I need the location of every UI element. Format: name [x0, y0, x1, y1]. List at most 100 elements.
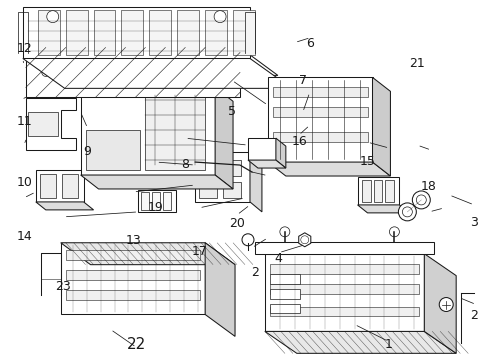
Bar [254, 242, 433, 254]
Text: 9: 9 [83, 145, 91, 158]
Bar [269, 303, 299, 314]
Text: 23: 23 [55, 280, 71, 293]
Bar [195, 152, 249, 202]
Bar [199, 160, 217, 176]
Circle shape [242, 234, 253, 246]
Bar [233, 10, 254, 55]
Bar [267, 77, 372, 162]
Bar [65, 270, 200, 280]
Text: 15: 15 [359, 155, 374, 168]
Bar [361, 180, 370, 202]
Text: 11: 11 [17, 116, 32, 129]
Bar [23, 7, 249, 58]
Polygon shape [205, 243, 235, 336]
Bar [152, 192, 160, 210]
Text: 1: 1 [384, 338, 391, 351]
Bar [269, 274, 299, 284]
Text: 16: 16 [290, 135, 306, 148]
Bar [38, 10, 60, 55]
Polygon shape [372, 77, 389, 176]
Polygon shape [26, 48, 277, 75]
Bar [177, 10, 199, 55]
Bar [61, 174, 78, 198]
Polygon shape [26, 98, 76, 150]
Circle shape [300, 236, 308, 244]
Circle shape [279, 227, 289, 237]
Bar [269, 306, 419, 316]
Text: 18: 18 [420, 180, 436, 193]
Bar [61, 243, 205, 315]
Circle shape [438, 298, 452, 311]
Circle shape [415, 195, 426, 205]
Polygon shape [249, 152, 262, 212]
Bar [65, 289, 200, 300]
Bar [264, 254, 424, 332]
Polygon shape [23, 58, 291, 88]
Circle shape [398, 203, 415, 221]
Bar [121, 10, 143, 55]
Text: 14: 14 [17, 230, 32, 243]
Bar [269, 264, 419, 274]
Bar [373, 180, 382, 202]
Text: 4: 4 [274, 252, 282, 265]
Text: 2: 2 [251, 266, 259, 279]
Bar [65, 250, 200, 260]
Text: 12: 12 [17, 41, 32, 54]
Bar [272, 132, 367, 142]
Text: 17: 17 [191, 244, 207, 257]
Bar [149, 10, 171, 55]
Bar [26, 48, 240, 97]
Text: 21: 21 [409, 57, 425, 70]
Bar [269, 284, 419, 293]
Circle shape [216, 68, 224, 76]
Text: 10: 10 [17, 176, 32, 189]
Polygon shape [61, 243, 235, 265]
Circle shape [128, 68, 136, 76]
Bar [223, 182, 241, 198]
Circle shape [214, 11, 225, 23]
Bar [93, 10, 115, 55]
Polygon shape [81, 175, 233, 189]
Bar [357, 177, 399, 205]
Bar [199, 182, 217, 198]
Bar [85, 130, 140, 170]
Bar [65, 10, 87, 55]
Bar [247, 138, 275, 160]
Text: 20: 20 [229, 217, 244, 230]
Polygon shape [264, 332, 455, 353]
Bar [272, 87, 367, 97]
Text: 22: 22 [126, 337, 146, 352]
Text: 2: 2 [469, 309, 477, 322]
Bar [141, 192, 149, 210]
Text: 13: 13 [125, 234, 141, 247]
Bar [81, 87, 215, 175]
Bar [145, 92, 205, 170]
Text: 3: 3 [469, 216, 477, 229]
Polygon shape [424, 254, 455, 353]
Bar [272, 107, 367, 117]
Bar [28, 112, 58, 136]
Bar [205, 10, 226, 55]
Bar [385, 180, 394, 202]
Polygon shape [357, 205, 408, 213]
Text: 6: 6 [305, 36, 314, 50]
Text: 7: 7 [298, 74, 306, 87]
Polygon shape [215, 87, 233, 189]
Polygon shape [275, 138, 285, 168]
Bar [223, 160, 241, 176]
Polygon shape [36, 202, 93, 210]
Polygon shape [247, 160, 285, 168]
Bar [163, 192, 171, 210]
Circle shape [402, 207, 411, 217]
Text: 8: 8 [181, 158, 189, 171]
Circle shape [41, 68, 50, 76]
Circle shape [411, 191, 429, 209]
Circle shape [47, 11, 59, 23]
Bar [269, 289, 299, 298]
Polygon shape [267, 162, 389, 176]
Circle shape [388, 227, 399, 237]
Bar [40, 174, 56, 198]
Bar [36, 170, 83, 202]
Bar [138, 190, 176, 212]
Text: 5: 5 [228, 105, 236, 118]
